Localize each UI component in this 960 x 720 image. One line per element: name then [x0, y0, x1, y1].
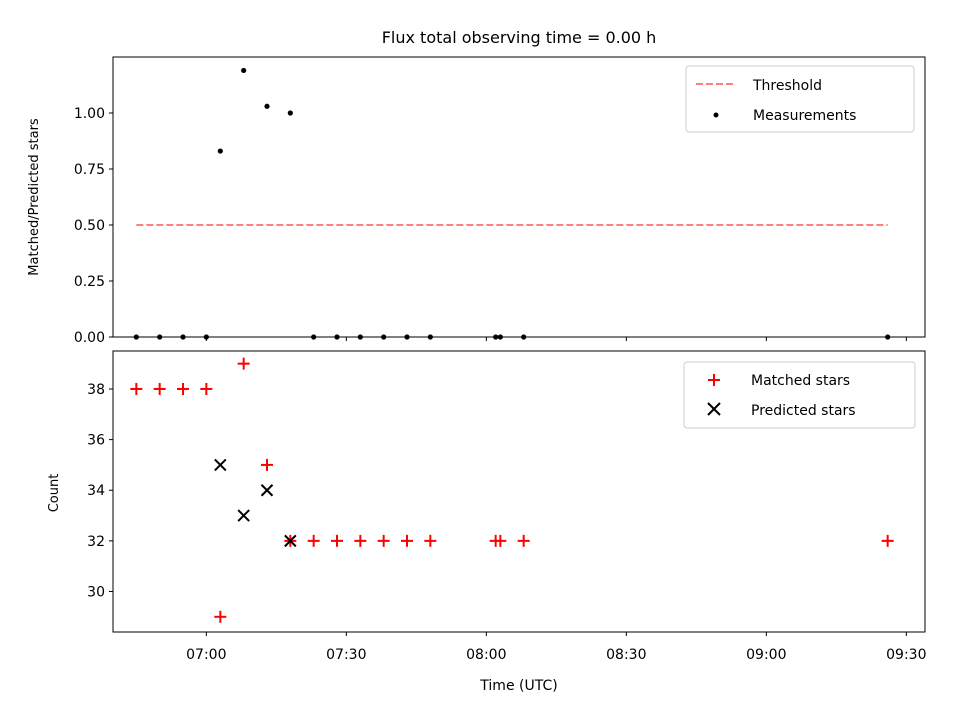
predicted-star-point — [284, 534, 297, 548]
matched-star-point — [331, 534, 343, 547]
y-tick-label: 0.75 — [74, 162, 105, 178]
bottom-y-axis-label: Count — [47, 474, 62, 513]
top-legend-box — [685, 65, 915, 133]
matched-star-point — [177, 382, 189, 395]
legend-matched-swatch — [708, 374, 720, 386]
predicted-x-b — [237, 509, 250, 522]
matched-star-point — [354, 534, 367, 547]
predicted-star-point — [260, 484, 274, 497]
matched-star-point — [130, 382, 143, 395]
matched-star-point — [401, 534, 413, 547]
matched-star-point — [200, 382, 213, 395]
matched-star-point — [494, 534, 507, 547]
top-legend: Threshold Measurements — [685, 65, 915, 133]
x-tick-label: 08:00 — [466, 647, 506, 663]
top-axes-frame — [112, 56, 926, 338]
bottom-x-axis-label: Time (UTC) — [479, 678, 557, 694]
predicted-x-b — [284, 534, 297, 548]
legend-matched-label: Matched stars — [751, 373, 850, 389]
matched-star-point — [881, 534, 894, 547]
measurement-point — [287, 110, 293, 116]
chart-title: Flux total observing time = 0.00 h — [382, 28, 657, 47]
x-tick-label: 08:30 — [606, 647, 646, 663]
y-tick-label: 30 — [87, 584, 105, 600]
bottom-legend-box — [683, 361, 916, 429]
bottom-x-ticks: 07:00 07:30 08:00 08:30 09:00 09:30 — [186, 632, 927, 663]
y-tick-label: 34 — [87, 483, 105, 499]
predicted-star-point — [237, 509, 250, 522]
predicted-star-point — [214, 458, 227, 472]
y-tick-label: 32 — [87, 534, 105, 550]
matched-star-point — [237, 357, 250, 370]
matched-star-point — [261, 458, 273, 471]
y-tick-label: 0.00 — [74, 330, 105, 346]
legend-predicted-swatch — [707, 402, 721, 416]
matched-star-point — [153, 382, 166, 395]
y-tick-label: 0.25 — [74, 274, 105, 290]
y-tick-label: 1.00 — [74, 106, 105, 122]
x-tick-label: 09:30 — [886, 647, 926, 663]
top-plot-panel: Matched/Predicted stars 0.00 0.25 0.50 0.75… — [27, 56, 926, 346]
bottom-axes-frame — [112, 350, 926, 633]
predicted-x-b — [214, 458, 227, 472]
matched-star-point — [517, 534, 530, 547]
bottom-marks — [130, 357, 894, 623]
matched-star-point — [214, 610, 227, 623]
measurement-point — [264, 103, 270, 109]
predicted-x-b — [260, 484, 274, 497]
bottom-legend: Matched stars Predicted stars — [683, 361, 916, 429]
y-tick-label: 38 — [87, 382, 105, 398]
x-tick-label: 07:30 — [326, 647, 366, 663]
x-tick-label: 07:00 — [186, 647, 226, 663]
x-tick-label: 09:00 — [746, 647, 786, 663]
top-y-ticks: 0.00 0.25 0.50 0.75 1.00 — [74, 106, 113, 346]
bottom-plot-panel: Count Time (UTC) 30 32 34 36 38 07:00 07:30 08… — [47, 350, 927, 694]
legend-measurements-swatch — [713, 112, 719, 118]
legend-measurements-label: Measurements — [753, 108, 856, 124]
y-tick-label: 36 — [87, 433, 105, 449]
legend-threshold-label: Threshold — [752, 78, 822, 94]
matched-star-point — [307, 534, 320, 547]
measurement-point — [217, 148, 223, 154]
top-y-axis-label: Matched/Predicted stars — [27, 118, 42, 276]
legend-predicted-label: Predicted stars — [751, 403, 856, 419]
measurement-point — [241, 67, 247, 74]
matched-star-point — [377, 534, 390, 547]
bottom-y-ticks: 30 32 34 36 38 — [87, 382, 113, 600]
matched-star-point — [424, 534, 437, 547]
y-tick-label: 0.50 — [74, 218, 105, 234]
